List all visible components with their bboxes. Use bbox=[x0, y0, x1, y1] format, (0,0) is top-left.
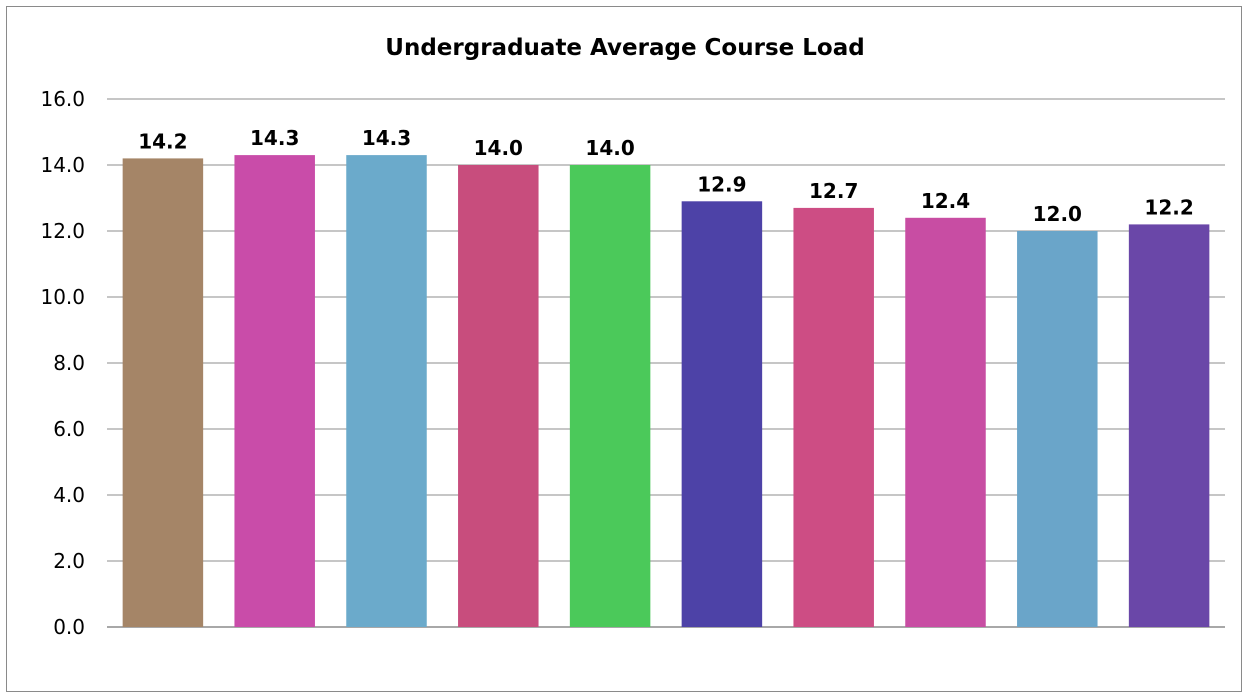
y-tick-label: 4.0 bbox=[53, 483, 85, 507]
y-axis-tick-labels: 0.0 2.0 4.0 6.0 8.0 10.0 12.0 14.0 16.0 bbox=[40, 87, 85, 639]
bar-data-label: 12.0 bbox=[1033, 202, 1082, 226]
bar-data-label: 14.3 bbox=[362, 126, 411, 150]
y-tick-label: 14.0 bbox=[40, 153, 85, 177]
bar-data-label: 14.2 bbox=[138, 129, 187, 153]
y-tick-label: 2.0 bbox=[53, 549, 85, 573]
bar-chart-plot: 0.0 2.0 4.0 6.0 8.0 10.0 12.0 14.0 16.0 14.2 14.3… bbox=[40, 87, 1225, 639]
bar-data-label: 12.4 bbox=[921, 189, 970, 213]
bar-data-label: 12.2 bbox=[1144, 195, 1193, 219]
y-tick-label: 6.0 bbox=[53, 417, 85, 441]
y-tick-label: 8.0 bbox=[53, 351, 85, 375]
bar bbox=[234, 155, 315, 627]
bar-data-label: 12.9 bbox=[697, 172, 746, 196]
bar bbox=[681, 201, 763, 628]
bar bbox=[346, 155, 427, 627]
y-tick-label: 12.0 bbox=[40, 219, 85, 243]
bar bbox=[569, 165, 651, 627]
bar bbox=[122, 158, 204, 627]
chart-title: Undergraduate Average Course Load bbox=[385, 35, 865, 61]
bar bbox=[1128, 224, 1210, 627]
chart-frame: Undergraduate Average Course Load 0.0 2.0… bbox=[6, 6, 1242, 692]
bar-data-label: 14.0 bbox=[585, 136, 634, 160]
bar-data-label: 14.0 bbox=[474, 136, 523, 160]
bar bbox=[1017, 231, 1098, 627]
bar-data-label: 12.7 bbox=[809, 179, 858, 203]
y-tick-label: 0.0 bbox=[53, 615, 85, 639]
bar-data-label: 14.3 bbox=[250, 126, 299, 150]
y-tick-label: 16.0 bbox=[40, 87, 85, 111]
bar bbox=[793, 207, 874, 627]
data-labels: 14.2 14.3 14.3 14.0 14.0 12.9 12.7 12.4 12.0 12.2 bbox=[138, 126, 1194, 226]
y-tick-label: 10.0 bbox=[40, 285, 85, 309]
bars bbox=[122, 155, 1210, 628]
bar bbox=[905, 217, 986, 628]
bar bbox=[458, 165, 539, 627]
